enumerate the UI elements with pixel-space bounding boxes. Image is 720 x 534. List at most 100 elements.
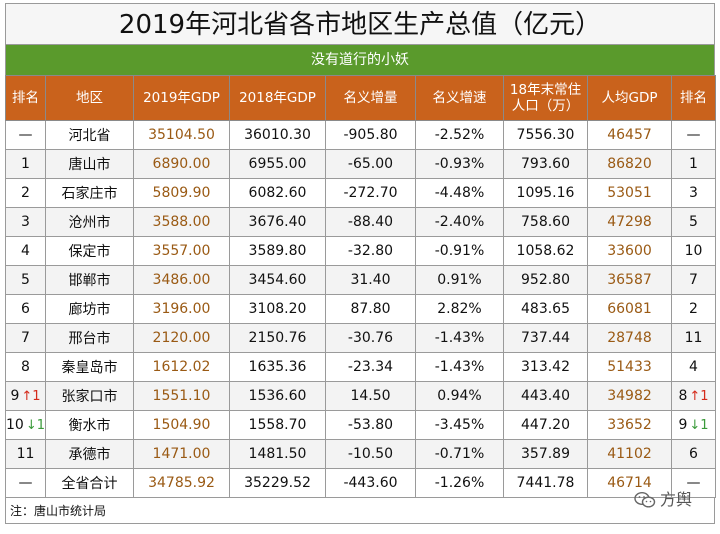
cell-region-value: 保定市 <box>68 244 111 260</box>
cell-growth: -0.91% <box>415 236 504 266</box>
cell-per-capita-value: 28748 <box>607 330 652 346</box>
cell-rank-value: 2 <box>21 185 30 201</box>
cell-rank-value: 4 <box>21 243 30 259</box>
cell-growth-value: -0.71% <box>434 446 485 462</box>
cell-increase-value: -10.50 <box>347 446 394 462</box>
cell-pc-rank-value: 5 <box>689 214 698 230</box>
cell-gdp-2018-value: 3108.20 <box>248 301 307 317</box>
cell-region: 保定市 <box>45 236 134 266</box>
cell-gdp-2019-value: 6890.00 <box>152 156 211 172</box>
cell-region-value: 秦皇岛市 <box>61 360 118 376</box>
cell-per-capita-value: 66081 <box>607 301 652 317</box>
cell-gdp-2018: 3108.20 <box>229 294 326 324</box>
cell-region: 唐山市 <box>45 149 134 179</box>
cell-region-value: 沧州市 <box>68 215 111 231</box>
cell-gdp-2018-value: 1558.70 <box>248 417 307 433</box>
cell-increase: -23.34 <box>325 352 416 382</box>
cell-gdp-2019-value: 5809.90 <box>152 185 211 201</box>
cell-pc-rank: 9 ↓1 <box>671 410 716 440</box>
cell-rank: 4 <box>5 236 46 266</box>
cell-per-capita-value: 34982 <box>607 388 652 404</box>
rank-change-indicator: ↓1 <box>25 418 45 433</box>
cell-growth: -0.93% <box>415 149 504 179</box>
cell-rank: 8 <box>5 352 46 382</box>
cell-population: 793.60 <box>503 149 588 179</box>
watermark: 方舆 <box>634 487 692 513</box>
cell-rank: 7 <box>5 323 46 353</box>
cell-region-value: 河北省 <box>68 128 111 144</box>
gdp-report: 2019年河北省各市地区生产总值（亿元） 没有道行的小妖 排名 地区 2019年… <box>5 3 716 524</box>
cell-gdp-2018-value: 3454.60 <box>248 272 307 288</box>
cell-gdp-2019: 5809.90 <box>133 178 230 208</box>
cell-rank-value: — <box>18 475 33 491</box>
table-row: — 河北省 35104.50 36010.30 -905.80 -2.52% 7556.30… <box>5 120 716 150</box>
cell-pc-rank-value: 4 <box>689 359 698 375</box>
cell-region-value: 廊坊市 <box>68 302 111 318</box>
cell-pc-rank: 4 <box>671 352 716 382</box>
cell-growth-value: -1.26% <box>434 475 485 491</box>
cell-increase-value: -88.40 <box>347 214 394 230</box>
cell-population: 443.40 <box>503 381 588 411</box>
cell-gdp-2019-value: 3486.00 <box>152 272 211 288</box>
cell-per-capita-value: 51433 <box>607 359 652 375</box>
cell-gdp-2018: 3589.80 <box>229 236 326 266</box>
cell-population: 313.42 <box>503 352 588 382</box>
cell-rank-value: 6 <box>21 301 30 317</box>
cell-growth-value: -3.45% <box>434 417 485 433</box>
cell-gdp-2018: 3676.40 <box>229 207 326 237</box>
cell-pc-rank: 10 <box>671 236 716 266</box>
cell-gdp-2018-value: 3676.40 <box>248 214 307 230</box>
cell-increase: 87.80 <box>325 294 416 324</box>
cell-increase-value: -32.80 <box>347 243 394 259</box>
cell-increase: 14.50 <box>325 381 416 411</box>
cell-pc-rank-value: 7 <box>689 272 698 288</box>
cell-per-capita-value: 46457 <box>607 127 652 143</box>
cell-rank: — <box>5 120 46 150</box>
cell-per-capita: 86820 <box>587 149 672 179</box>
cell-per-capita-value: 86820 <box>607 156 652 172</box>
cell-increase: -272.70 <box>325 178 416 208</box>
cell-region: 全省合计 <box>45 468 134 498</box>
cell-population: 357.89 <box>503 439 588 469</box>
cell-increase-value: -53.80 <box>347 417 394 433</box>
cell-population: 1095.16 <box>503 178 588 208</box>
cell-region-value: 承德市 <box>68 447 111 463</box>
cell-region-value: 邯郸市 <box>68 273 111 289</box>
cell-gdp-2019: 3486.00 <box>133 265 230 295</box>
cell-growth-value: -2.52% <box>434 127 485 143</box>
cell-region-value: 张家口市 <box>61 389 118 405</box>
cell-gdp-2018-value: 2150.76 <box>248 330 307 346</box>
cell-increase-value: -23.34 <box>347 359 394 375</box>
cell-gdp-2019: 3196.00 <box>133 294 230 324</box>
cell-population-value: 758.60 <box>521 214 570 230</box>
cell-pc-rank-value: 2 <box>689 301 698 317</box>
cell-growth-value: -4.48% <box>434 185 485 201</box>
cell-per-capita: 51433 <box>587 352 672 382</box>
cell-gdp-2019-value: 1551.10 <box>152 388 211 404</box>
cell-pc-rank: 5 <box>671 207 716 237</box>
cell-gdp-2018-value: 6955.00 <box>248 156 307 172</box>
table-row: 9 ↑1 张家口市 1551.10 1536.60 14.50 0.94% 443.40 349… <box>5 381 716 411</box>
cell-rank-value: — <box>18 127 33 143</box>
cell-per-capita: 53051 <box>587 178 672 208</box>
cell-increase: -10.50 <box>325 439 416 469</box>
cell-rank: 6 <box>5 294 46 324</box>
wechat-logo-icon <box>634 491 656 508</box>
table-row: — 全省合计 34785.92 35229.52 -443.60 -1.26% 7441.7… <box>5 468 716 498</box>
cell-gdp-2019: 1504.90 <box>133 410 230 440</box>
cell-per-capita-value: 53051 <box>607 185 652 201</box>
cell-gdp-2019-value: 34785.92 <box>148 475 215 491</box>
cell-region: 石家庄市 <box>45 178 134 208</box>
cell-population: 737.44 <box>503 323 588 353</box>
cell-pc-rank-value: 3 <box>689 185 698 201</box>
cell-increase-value: -272.70 <box>343 185 398 201</box>
cell-growth-value: 2.82% <box>437 301 482 317</box>
page-title: 2019年河北省各市地区生产总值（亿元） <box>5 3 715 45</box>
cell-pc-rank: 11 <box>671 323 716 353</box>
cell-per-capita-value: 41102 <box>607 446 652 462</box>
cell-population-value: 737.44 <box>521 330 570 346</box>
cell-per-capita-value: 33652 <box>607 417 652 433</box>
col-header-increase: 名义增量 <box>325 75 416 121</box>
cell-rank-value: 1 <box>21 156 30 172</box>
cell-gdp-2018-value: 1536.60 <box>248 388 307 404</box>
